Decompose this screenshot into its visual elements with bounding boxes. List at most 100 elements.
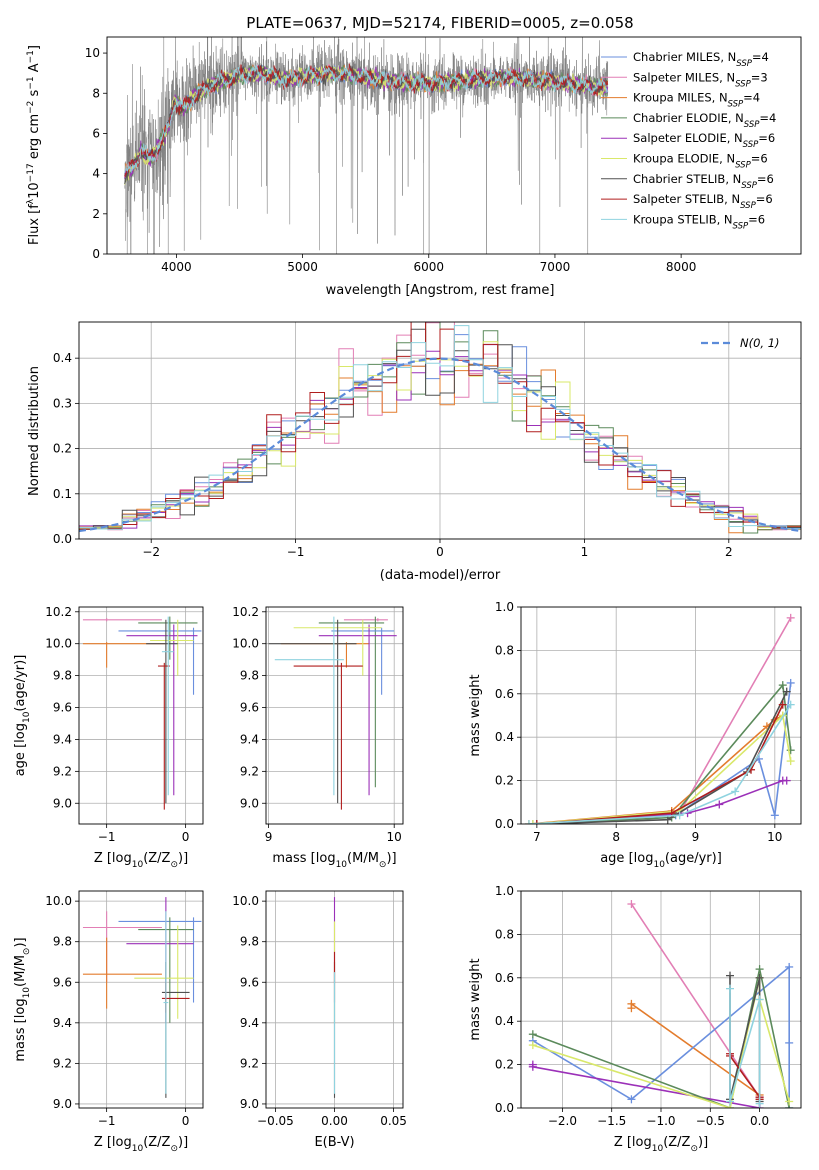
x-tick-label: 10 xyxy=(767,830,782,844)
y-tick-label: 0.6 xyxy=(495,687,514,701)
legend-label-part: SSP xyxy=(735,79,751,89)
x-axis-label-part: (Z/Z xyxy=(143,1135,170,1150)
legend-label-part: SSP xyxy=(736,59,752,69)
y-tick-label: 0.8 xyxy=(495,643,514,657)
y-axis-label: mass weight xyxy=(468,674,483,756)
weight-line-6 xyxy=(729,975,761,1102)
plus-marker xyxy=(785,1097,794,1106)
plus-marker xyxy=(528,1041,537,1050)
legend-label-part: =6 xyxy=(748,212,765,226)
y-tick-label: 9.8 xyxy=(240,935,259,949)
x-axis-label-part: (M/M xyxy=(347,851,379,866)
x-axis-label-part: 10 xyxy=(132,860,144,870)
axes-frame xyxy=(520,890,802,1109)
x-axis-label-part: 10 xyxy=(652,1144,664,1154)
x-axis-label-part: Z [log xyxy=(614,1135,652,1150)
plus-marker xyxy=(726,1097,735,1106)
plot-area xyxy=(79,607,203,824)
histogram-step-8 xyxy=(79,325,801,530)
x-axis-label: (data-model)/error xyxy=(380,568,501,583)
plus-marker xyxy=(755,995,764,1004)
legend-label-part: Kroupa MILES, N xyxy=(633,91,728,105)
age_vs_Z-axes: −1 0 9.0 9.2 9.4 9.6 9.8 10.0 10.2 xyxy=(45,605,204,844)
plus-marker xyxy=(785,962,794,971)
y-axis-label-part: −1 xyxy=(26,50,36,63)
x-tick-label: −0.5 xyxy=(696,1114,725,1128)
y-tick-label: 1.0 xyxy=(495,600,514,614)
plus-marker xyxy=(786,678,795,687)
legend-label: Chabrier MILES, NSSP=4 xyxy=(633,50,769,69)
axes-frame xyxy=(265,890,404,1109)
legend-label: Chabrier STELIB, NSSP=6 xyxy=(633,172,774,191)
y-tick-label: 6 xyxy=(92,126,100,140)
x-tick-label: 0.0 xyxy=(750,1114,769,1128)
plot-area xyxy=(521,891,801,1108)
x-axis-label: Z [log10(Z/Z⊙)] xyxy=(614,1135,708,1154)
y-tick-label: 0.4 xyxy=(495,1014,514,1028)
x-axis-label: age [log10(age/yr)] xyxy=(600,851,722,870)
y-tick-label: 0.2 xyxy=(53,442,72,456)
x-tick-label: 7 xyxy=(533,830,541,844)
weight-line-8 xyxy=(729,988,761,1104)
legend-label-part: =4 xyxy=(743,91,760,105)
weight-line-5 xyxy=(532,713,792,824)
axes-frame xyxy=(78,890,204,1109)
y-axis-label-part: 10 xyxy=(22,711,32,723)
legend-label: Kroupa STELIB, NSSP=6 xyxy=(633,212,765,231)
legend-label-part: SSP xyxy=(728,100,744,110)
x-tick-label: 4000 xyxy=(161,260,192,274)
axes-frame xyxy=(520,606,802,825)
x-axis-label-part: ⊙ xyxy=(170,860,178,870)
x-axis-label-part: Z [log xyxy=(94,851,132,866)
y-tick-label: 9.2 xyxy=(240,1056,259,1070)
y-tick-label: 9.4 xyxy=(53,732,72,746)
axes-frame xyxy=(78,606,204,825)
errorbar xyxy=(134,925,194,1019)
y-tick-label: 9.2 xyxy=(53,764,72,778)
x-axis-label-part: (age/yr)] xyxy=(665,851,722,866)
y-tick-label: 0 xyxy=(92,247,100,261)
x-tick-label: 5000 xyxy=(287,260,318,274)
plus-marker xyxy=(782,687,791,696)
x-tick-label: 0 xyxy=(436,545,444,559)
errorbar xyxy=(126,897,194,1023)
y-axis-label-part: λ xyxy=(26,198,36,204)
plus-marker xyxy=(785,1038,794,1047)
y-tick-label: 0.0 xyxy=(53,532,72,546)
x-tick-label: −2.0 xyxy=(548,1114,577,1128)
errorbar xyxy=(318,616,385,788)
plus-marker xyxy=(786,757,795,766)
plus-marker xyxy=(528,820,537,824)
y-tick-label: 10.2 xyxy=(232,605,259,619)
y-axis-label-part: mass [log xyxy=(13,998,28,1061)
y-axis-label-part: age [log xyxy=(13,723,28,776)
errorbar xyxy=(268,619,357,804)
plot-area xyxy=(266,891,403,1108)
y-tick-label: 9.8 xyxy=(53,935,72,949)
y-tick-label: 0.0 xyxy=(495,817,514,831)
legend-label-part: =6 xyxy=(756,192,773,206)
x-tick-label: 9 xyxy=(265,830,273,844)
spectrum-axes: 4000 5000 6000 7000 8000 0 2 4 6 8 10 Chabrier MILE… xyxy=(85,36,802,274)
x-tick-label: 10 xyxy=(387,830,402,844)
histogram-step-7 xyxy=(79,322,801,530)
y-axis-label-part: −2 xyxy=(26,101,36,114)
legend-label-part: Salpeter MILES, N xyxy=(633,70,735,84)
y-tick-label: 9.8 xyxy=(53,669,72,683)
y-axis-label-part: (age/yr)] xyxy=(13,655,28,712)
y-axis-label-part: (M/M xyxy=(13,955,28,987)
legend-label: Chabrier ELODIE, NSSP=4 xyxy=(633,111,776,130)
y-axis-label-part: )] xyxy=(13,937,28,947)
legend-label-part: SSP xyxy=(741,181,757,191)
y-tick-label: 9.0 xyxy=(240,796,259,810)
x-tick-label: 2 xyxy=(725,545,733,559)
y-tick-label: 9.6 xyxy=(240,975,259,989)
plus-marker xyxy=(778,681,787,690)
y-tick-label: 9.2 xyxy=(240,764,259,778)
plus-marker xyxy=(755,1099,764,1108)
plus-marker xyxy=(726,984,735,993)
mass_weight_vs_Z-axes: −2.0 −1.5 −1.0 −0.5 0.0 0.0 0.2 0.4 0.6 0.8 1.0 xyxy=(495,884,802,1128)
x-axis-label-part: age [log xyxy=(600,851,653,866)
legend-label-part: =6 xyxy=(751,152,768,166)
